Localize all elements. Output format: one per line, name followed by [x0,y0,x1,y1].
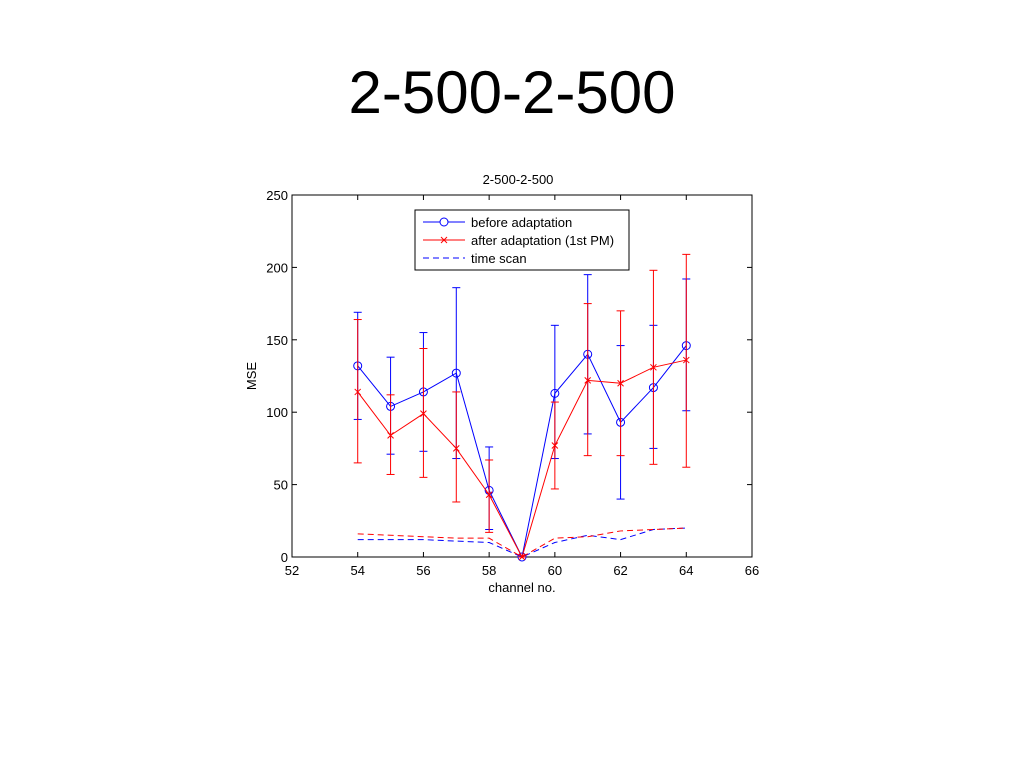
data-point-x [650,363,657,371]
data-point-x [387,432,394,439]
x-marker-stroke [485,491,493,499]
y-tick-label: 200 [266,260,288,275]
slide-title: 2-500-2-500 [348,59,676,126]
x-marker-stroke [584,376,592,384]
y-tick-label: 0 [281,550,288,565]
data-point-circle [550,388,560,398]
y-axis-label: MSE [244,362,259,391]
x-axis-label: channel no. [488,580,555,595]
x-tick-label: 60 [548,563,562,578]
y-tick-label: 250 [266,188,288,203]
series-line-2 [357,527,687,558]
series-line-3 [357,527,687,558]
x-marker-stroke [452,445,460,452]
x-tick-label: 64 [679,563,693,578]
data-point-x [354,388,362,396]
x-tick-label: 58 [482,563,496,578]
y-tick-label: 150 [266,333,288,348]
data-point-x [551,442,559,449]
data-point-x [617,379,624,387]
chart-title: 2-500-2-500 [483,172,554,187]
x-marker-stroke [551,442,559,449]
series-layer [353,253,691,562]
x-marker-stroke [617,379,624,387]
data-point-x [518,553,526,561]
series-line-0 [357,345,687,559]
legend: before adaptation after adaptation (1st P… [414,209,630,271]
x-tick-label: 52 [285,563,299,578]
data-point-x [485,491,493,499]
series-line-1 [357,359,687,559]
x-tick-label: 56 [416,563,430,578]
x-marker-stroke [387,432,394,439]
y-tick-label: 50 [274,478,288,493]
legend-label: after adaptation (1st PM) [471,233,614,248]
legend-marker-circle [439,217,449,227]
data-point-x [682,356,690,364]
x-marker-stroke [354,388,362,396]
x-tick-label: 54 [350,563,364,578]
x-tick-label: 66 [745,563,759,578]
axis-ticks: 52 54 56 58 60 62 64 66 0 50 100 150 200 250 [266,188,759,578]
x-marker-stroke [420,410,427,418]
data-point-circle [451,368,461,378]
legend-label: before adaptation [471,215,572,230]
y-tick-label: 100 [266,405,288,420]
data-point-x [584,376,592,384]
data-point-x [452,445,460,452]
legend-marker-x [440,236,448,244]
data-point-x [420,410,427,418]
legend-label: time scan [471,251,527,266]
x-marker-stroke [650,363,657,371]
x-tick-label: 62 [613,563,627,578]
x-marker-stroke [518,553,526,561]
x-marker-stroke [682,356,690,364]
